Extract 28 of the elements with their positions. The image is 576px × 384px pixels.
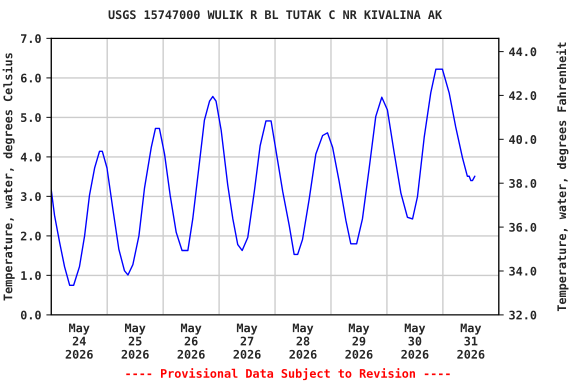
y2-tick-label: 36.0 [509,222,536,232]
y-tick-label: 7.0 [21,34,41,44]
y2-tick-label: 44.0 [509,47,536,56]
y2-tick-label: 40.0 [509,135,536,144]
x-tick-label: May 31 2026 [457,324,484,359]
y2-tick-label: 32.0 [509,310,536,320]
y-axis-title: Temperature, water, degrees Celsius [2,53,15,300]
x-tick-label: May 26 2026 [178,324,205,359]
x-tick-label: May 29 2026 [345,324,373,359]
y-tick-label: 0.0 [20,310,41,320]
x-tick-label: May 25 2026 [122,324,149,359]
y2-tick-label: 42.0 [509,91,536,100]
y2-tick-label: 34.0 [509,266,536,276]
line-series [51,68,476,286]
x-tick-label: May 30 2026 [401,324,428,359]
y-tick-label: 4.0 [20,152,41,162]
y-tick-label: 3.0 [20,192,41,202]
x-tick-label: May 27 2026 [234,324,261,359]
x-tick-label: May 24 2026 [66,324,93,359]
y2-tick-label: 38.0 [509,178,536,188]
x-tick-label: May 28 2026 [289,324,317,359]
y-tick-label: 6.0 [20,74,41,83]
y-tick-label: 1.0 [21,271,41,280]
y-tick-label: 5.0 [21,113,41,122]
chart-title: USGS 15747000 WULIK R BL TUTAK C NR KIVALINA AK [108,10,442,20]
y2-axis-title: Temperature, water, degrees Fahrenheit [556,42,568,312]
text: ---- Provisional Data Subject to Revision ---- [126,368,450,380]
y-tick-label: 2.0 [20,232,41,241]
